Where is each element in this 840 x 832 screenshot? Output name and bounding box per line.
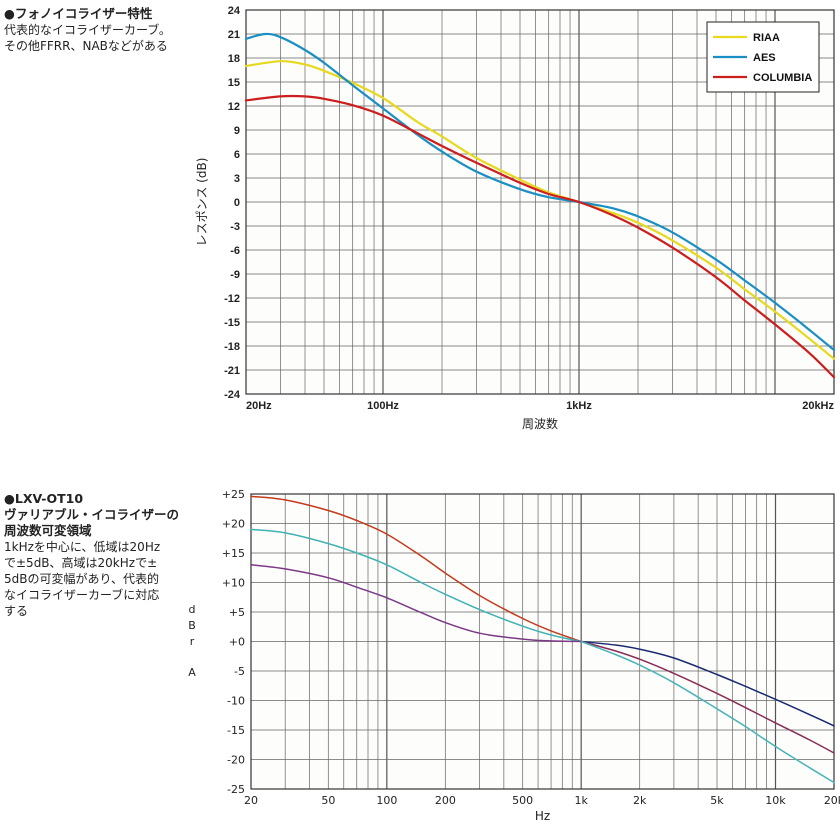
chart2-x-tick-label: 20 bbox=[244, 794, 258, 807]
chart2-x-tick-label: 2k bbox=[633, 794, 647, 807]
chart2-y-tick-label: -15 bbox=[227, 724, 245, 737]
chart1-y-tick-label: 6 bbox=[234, 149, 240, 161]
chart2-x-tick-label: 500 bbox=[512, 794, 533, 807]
chart1-y-tick-label: 24 bbox=[228, 5, 241, 17]
chart1-series-line-columbia bbox=[244, 94, 836, 379]
chart1-y-tick-label: 0 bbox=[234, 197, 240, 209]
chart2-y-tick-label: -10 bbox=[227, 695, 245, 708]
chart1-x-tick-label: 1kHz bbox=[566, 400, 592, 412]
chart1-y-tick-label: -18 bbox=[224, 341, 240, 353]
chart1-y-tick-label: 3 bbox=[234, 173, 240, 185]
caption-line: 5dBの可変幅があり、代表的 bbox=[4, 572, 160, 586]
chart1-y-axis-label: レスポンス (dB) bbox=[195, 158, 209, 247]
chart2-y-axis-label-char: B bbox=[188, 619, 196, 632]
caption-title: ●フォノイコライザー特性 bbox=[4, 6, 153, 21]
chart2-y-tick-label: +5 bbox=[229, 606, 245, 619]
chart2-x-tick-label: 10k bbox=[765, 794, 786, 807]
chart2-y-axis-label-char: r bbox=[190, 635, 195, 648]
caption-line: なイコライザーカーブに対応 bbox=[4, 588, 160, 602]
chart1-y-tick-label: 12 bbox=[228, 101, 240, 113]
chart2-y-tick-label: +25 bbox=[222, 488, 245, 501]
chart2-x-tick-label: 20k bbox=[824, 794, 840, 807]
chart1-y-tick-label: 18 bbox=[228, 53, 240, 65]
chart2-y-tick-label: -20 bbox=[227, 754, 245, 767]
chart1-y-tick-label: -24 bbox=[224, 389, 241, 401]
chart2-x-tick-label: 200 bbox=[435, 794, 456, 807]
chart1: 24 21 18 15 12 9 6 3 0 -3 -6 -9 -12 -15 -18 -21 -24 20Hz 1… bbox=[195, 5, 836, 431]
chart1-legend-label: COLUMBIA bbox=[753, 72, 812, 84]
chart2-x-tick-label: 1k bbox=[574, 794, 588, 807]
chart2-series-line-5 bbox=[580, 640, 835, 784]
chart2-x-tick-label: 100 bbox=[376, 794, 397, 807]
chart2-frame bbox=[250, 493, 835, 790]
caption-line: で±5dB、高域は20kHzで± bbox=[4, 556, 158, 570]
chart2-y-tick-label: +20 bbox=[222, 518, 245, 531]
chart2-y-axis-label-char: d bbox=[189, 603, 196, 616]
chart1-legend: RIAA AES COLUMBIA bbox=[706, 21, 820, 93]
chart1-x-axis-label: 周波数 bbox=[522, 416, 558, 431]
chart1-y-tick-label: -15 bbox=[224, 317, 240, 329]
chart1-y-tick-label: -6 bbox=[230, 245, 240, 257]
chart1-y-tick-label: 9 bbox=[234, 125, 240, 137]
chart1-x-tick-label: 20kHz bbox=[802, 400, 834, 412]
chart2-y-tick-label: +0 bbox=[229, 636, 245, 649]
chart1-legend-label: AES bbox=[753, 52, 776, 64]
caption-lxv-ot10: ●LXV-OT10 ヴァリアブル・イコライザーの 周波数可変領域 1kHzを中心… bbox=[4, 491, 184, 619]
caption-line: 代表的なイコライザーカーブ。 bbox=[4, 23, 171, 37]
caption-title: 周波数可変領域 bbox=[4, 523, 92, 538]
chart2-y-tick-label: +15 bbox=[222, 547, 245, 560]
chart1-y-tick-label: 21 bbox=[228, 29, 240, 41]
caption-line: する bbox=[4, 604, 29, 618]
chart2-series-line-3 bbox=[580, 640, 835, 727]
chart2-y-tick-label: -5 bbox=[234, 665, 245, 678]
chart2-x-axis-label: Hz bbox=[535, 809, 550, 823]
chart1-series-line-riaa bbox=[244, 60, 836, 360]
chart1-legend-label: RIAA bbox=[753, 32, 780, 44]
caption-line: 1kHzを中心に、低域は20Hz bbox=[4, 540, 161, 554]
chart1-x-tick-label: 100Hz bbox=[367, 400, 399, 412]
chart2-y-tick-label: +10 bbox=[222, 577, 245, 590]
chart2-y-axis-label-char: A bbox=[188, 666, 196, 679]
chart1-x-tick-label: 20Hz bbox=[246, 400, 272, 412]
chart1-y-tick-label: -9 bbox=[230, 269, 240, 281]
chart1-frame bbox=[245, 9, 835, 395]
caption-line: その他FFRR、NABなどがある bbox=[4, 39, 168, 53]
chart2-x-tick-label: 50 bbox=[321, 794, 335, 807]
chart2-y-tick-label: -25 bbox=[227, 783, 245, 796]
chart1-y-tick-label: -3 bbox=[230, 221, 240, 233]
chart2-series-line-0 bbox=[250, 495, 582, 643]
chart1-y-tick-label: 15 bbox=[228, 77, 240, 89]
chart1-y-tick-label: -21 bbox=[224, 365, 240, 377]
caption-phono-equalizer: ●フォノイコライザー特性 代表的なイコライザーカーブ。 その他FFRR、NABな… bbox=[4, 6, 184, 54]
caption-title: ●LXV-OT10 bbox=[4, 491, 84, 506]
chart2-y-axis-label: dBr A bbox=[188, 603, 196, 679]
chart2-series-line-2 bbox=[250, 564, 582, 643]
chart2-series-line-4 bbox=[580, 640, 835, 754]
chart1-series-line-aes bbox=[244, 32, 836, 352]
caption-title: ヴァリアブル・イコライザーの bbox=[4, 507, 180, 522]
chart1-y-tick-label: -12 bbox=[224, 293, 240, 305]
chart2-series-line-1 bbox=[250, 528, 582, 643]
chart2-x-tick-label: 5k bbox=[710, 794, 724, 807]
